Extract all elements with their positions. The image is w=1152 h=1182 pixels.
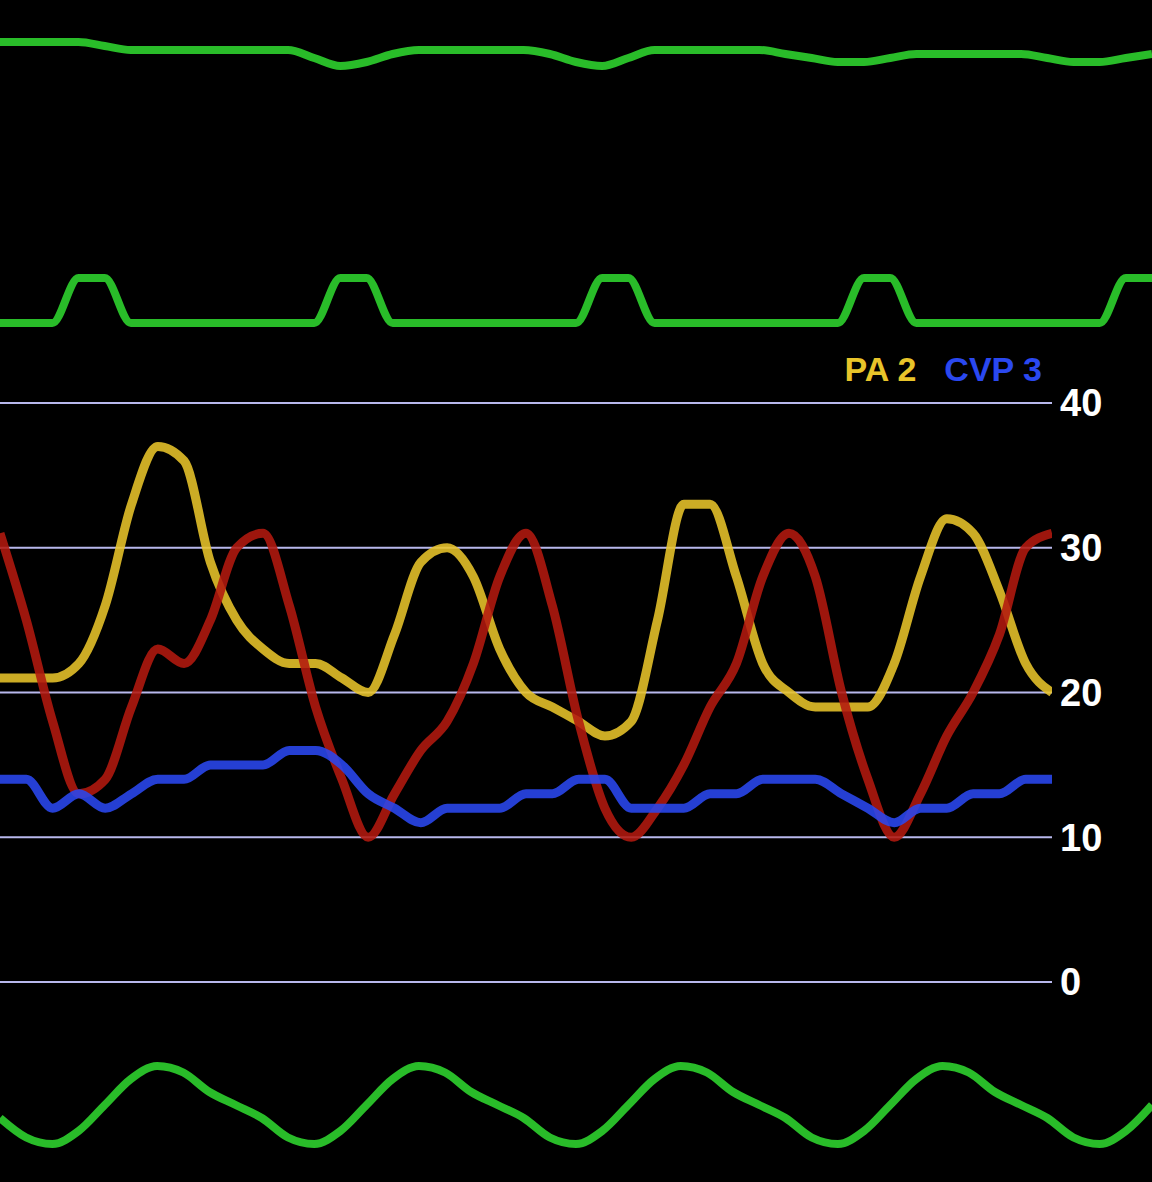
svg-text:10: 10 bbox=[1060, 817, 1102, 859]
svg-text:40: 40 bbox=[1060, 382, 1102, 424]
svg-text:30: 30 bbox=[1060, 527, 1102, 569]
svg-text:20: 20 bbox=[1060, 672, 1102, 714]
svg-text:0: 0 bbox=[1060, 961, 1081, 1003]
html-text:PA 2: PA 2 bbox=[844, 350, 917, 388]
html-text:CVP 3: CVP 3 bbox=[944, 350, 1042, 388]
